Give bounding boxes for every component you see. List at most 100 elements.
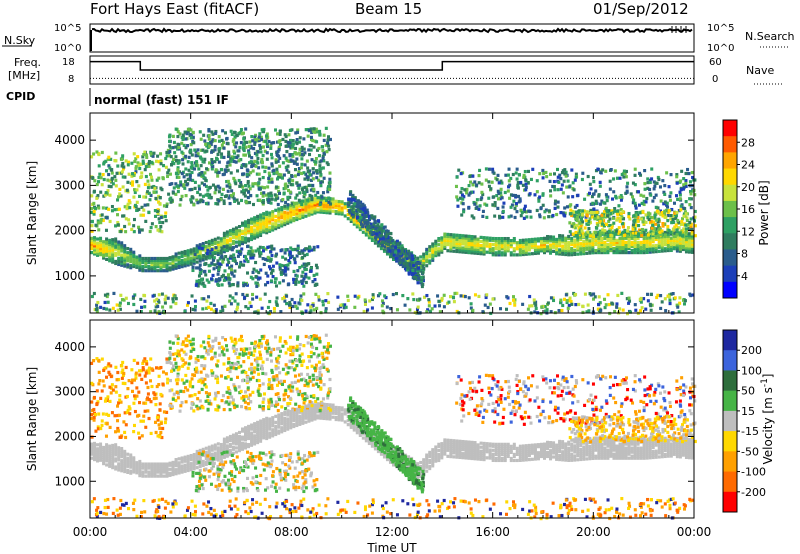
power-cell	[591, 249, 595, 253]
power-cell	[587, 210, 591, 214]
power-cell	[321, 148, 325, 153]
power-cell	[641, 220, 645, 224]
power-cell	[144, 263, 148, 267]
power-cell	[274, 196, 278, 201]
power-cell	[362, 206, 366, 211]
power-cell	[499, 187, 503, 191]
power-cell	[485, 236, 489, 240]
power-cell	[657, 241, 661, 245]
power-cell	[536, 237, 540, 241]
power-cell	[135, 261, 139, 265]
power-cell	[455, 239, 459, 243]
power-cell	[634, 204, 638, 208]
power-cell	[96, 241, 100, 245]
power-cell	[446, 243, 450, 247]
power-cell	[347, 197, 351, 201]
power-cell	[509, 205, 513, 209]
power-cell	[239, 260, 243, 265]
power-cell	[206, 188, 210, 192]
power-cell	[646, 181, 650, 185]
power-cell	[306, 166, 310, 170]
power-cell	[90, 210, 94, 215]
power-cell	[283, 269, 287, 273]
power-cell	[235, 307, 239, 312]
power-cell	[640, 306, 644, 310]
power-cell	[164, 165, 168, 169]
power-cell	[603, 244, 607, 249]
power-cell	[578, 221, 582, 225]
power-cell	[288, 180, 292, 184]
power-cell	[247, 237, 251, 241]
power-cell	[642, 202, 646, 207]
power-cell	[661, 221, 665, 226]
power-cell	[380, 229, 384, 233]
power-cell	[203, 171, 207, 175]
power-cell	[521, 183, 525, 187]
power-cell	[216, 244, 220, 248]
power-cell	[240, 247, 244, 251]
power-cell	[226, 154, 230, 158]
power-cell	[297, 280, 301, 284]
power-cell	[108, 244, 112, 249]
power-cell	[288, 305, 292, 309]
power-cell	[256, 218, 260, 223]
power-cell	[472, 216, 476, 220]
power-cell	[690, 248, 694, 252]
power-cell	[421, 275, 425, 279]
power-cell	[197, 266, 201, 270]
power-cell	[597, 244, 601, 249]
power-cell	[455, 241, 459, 245]
power-cell	[204, 142, 208, 146]
power-cell	[321, 303, 325, 307]
power-cell	[315, 148, 319, 152]
power-cell	[452, 233, 456, 237]
power-cell	[268, 213, 272, 217]
power-cell	[377, 233, 381, 238]
power-cell	[208, 263, 212, 267]
power-cell	[138, 262, 142, 266]
power-cell	[209, 142, 213, 147]
power-cell	[392, 248, 396, 252]
power-cell	[487, 167, 491, 171]
power-cell	[561, 303, 565, 308]
power-cell	[449, 239, 453, 243]
power-cell	[570, 240, 574, 245]
power-cell	[269, 259, 273, 263]
power-cell	[107, 172, 111, 177]
power-cell	[304, 208, 308, 212]
power-cell	[644, 307, 648, 311]
power-cell	[592, 233, 596, 237]
power-cell	[197, 278, 201, 283]
power-cell	[137, 184, 141, 188]
power-cell	[314, 127, 318, 131]
power-cell	[313, 159, 317, 164]
power-cell	[324, 309, 328, 313]
power-cell	[380, 224, 384, 228]
power-cell	[582, 239, 586, 243]
power-cell	[621, 236, 625, 240]
power-cell	[269, 201, 273, 205]
power-cell	[422, 260, 426, 264]
power-cell	[319, 206, 323, 210]
power-cell	[99, 305, 103, 309]
power-cell	[232, 197, 236, 201]
power-cell	[564, 174, 568, 178]
power-cell	[539, 247, 543, 251]
power-cell	[642, 244, 646, 249]
power-cell	[309, 135, 313, 140]
power-cell	[563, 211, 567, 215]
power-cell	[280, 214, 284, 218]
power-cell	[478, 204, 482, 208]
power-cell	[123, 250, 127, 254]
power-cell	[678, 249, 682, 253]
power-cell	[206, 192, 210, 196]
power-cell	[412, 297, 416, 302]
power-cell	[452, 235, 456, 239]
power-cell	[104, 159, 108, 163]
power-cell	[479, 239, 483, 244]
power-cell	[152, 151, 156, 155]
power-cell	[297, 301, 301, 305]
power-cell	[220, 138, 224, 143]
power-cell	[612, 231, 616, 235]
power-cell	[210, 242, 214, 247]
